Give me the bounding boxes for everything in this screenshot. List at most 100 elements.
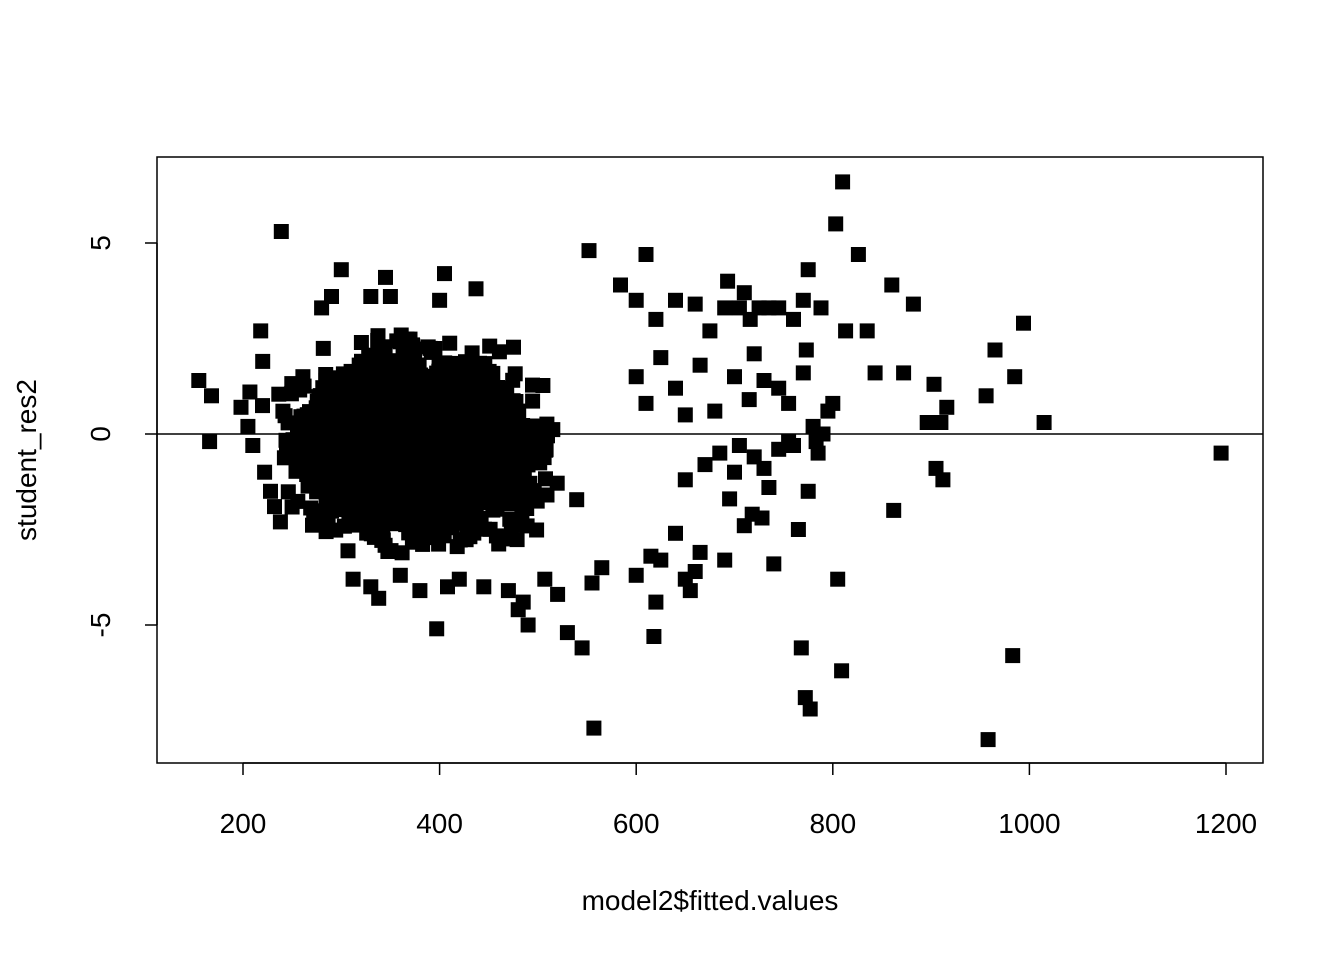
data-point	[267, 499, 282, 515]
data-point	[756, 373, 772, 388]
data-point	[202, 434, 218, 450]
x-tick-label: 1200	[1195, 808, 1257, 839]
data-point	[480, 387, 496, 403]
data-point	[805, 418, 821, 434]
data-point	[987, 342, 1003, 358]
y-axis-label: student_res2	[11, 379, 42, 541]
data-point	[451, 421, 467, 437]
data-point	[707, 403, 723, 419]
data-point	[795, 365, 811, 381]
data-point	[574, 640, 590, 656]
data-point	[300, 454, 316, 470]
data-point	[793, 640, 809, 656]
data-point	[367, 470, 383, 486]
data-point	[350, 365, 366, 381]
data-point	[332, 490, 348, 506]
data-point	[271, 386, 287, 402]
data-point	[362, 443, 378, 459]
data-point	[364, 395, 380, 411]
x-tick-label: 1000	[998, 808, 1060, 839]
data-point	[859, 323, 875, 339]
data-point	[736, 285, 752, 301]
data-point	[926, 376, 942, 392]
data-point	[722, 491, 738, 507]
y-tick-label: 5	[85, 235, 116, 251]
data-point	[462, 529, 478, 545]
data-point	[272, 514, 288, 530]
data-point	[191, 373, 207, 388]
x-axis-label: model2$fitted.values	[582, 885, 839, 916]
data-point	[242, 384, 258, 400]
data-point	[648, 311, 664, 327]
data-point	[939, 399, 955, 415]
data-point	[810, 445, 826, 461]
data-point	[345, 409, 361, 425]
data-point	[204, 388, 219, 404]
data-point	[482, 402, 498, 418]
data-point	[802, 701, 818, 717]
data-point	[537, 571, 553, 587]
data-point	[1005, 648, 1021, 664]
data-point	[530, 487, 546, 503]
data-point	[485, 502, 501, 518]
data-point	[390, 412, 406, 428]
data-point	[405, 337, 420, 353]
data-point	[352, 461, 368, 477]
data-point	[712, 445, 728, 461]
data-point	[406, 355, 422, 371]
data-point	[638, 395, 654, 411]
data-point	[717, 552, 733, 568]
data-point	[446, 367, 462, 383]
data-point	[677, 472, 693, 488]
data-point	[375, 365, 390, 381]
data-point	[318, 524, 334, 540]
data-point	[345, 571, 361, 587]
data-point	[687, 564, 703, 579]
data-point	[896, 365, 912, 381]
data-point	[255, 353, 271, 369]
data-point	[340, 543, 356, 559]
data-point	[800, 483, 816, 499]
data-point	[384, 476, 400, 492]
data-point	[299, 467, 315, 482]
data-point	[347, 513, 362, 529]
data-point	[687, 296, 703, 312]
data-point	[980, 732, 996, 748]
data-point	[736, 518, 752, 534]
points-layer	[191, 174, 1229, 748]
data-point	[798, 342, 814, 358]
data-point	[813, 300, 829, 316]
data-point	[402, 515, 418, 531]
data-point	[317, 477, 333, 492]
data-point	[781, 395, 797, 411]
data-point	[412, 379, 428, 395]
data-point	[520, 617, 536, 633]
data-point	[378, 269, 393, 285]
data-point	[677, 407, 693, 423]
data-point	[420, 339, 436, 355]
data-point	[808, 434, 824, 450]
data-point	[828, 216, 844, 232]
data-point	[884, 277, 900, 293]
data-point	[422, 433, 438, 449]
data-point	[470, 453, 485, 469]
data-point	[280, 484, 296, 500]
data-point	[433, 379, 449, 395]
data-point	[797, 690, 813, 706]
data-point	[800, 262, 816, 278]
data-point	[522, 423, 537, 439]
data-point	[594, 560, 610, 576]
data-point	[928, 460, 944, 476]
data-point	[727, 369, 742, 385]
data-point	[838, 323, 854, 339]
data-point	[382, 289, 398, 304]
data-point	[549, 475, 565, 491]
data-point	[500, 583, 516, 599]
data-point	[613, 277, 628, 293]
data-point	[717, 300, 733, 316]
data-point	[305, 517, 320, 533]
data-point	[525, 377, 540, 393]
data-point	[240, 418, 256, 434]
data-point	[370, 344, 386, 360]
data-point	[476, 579, 492, 595]
